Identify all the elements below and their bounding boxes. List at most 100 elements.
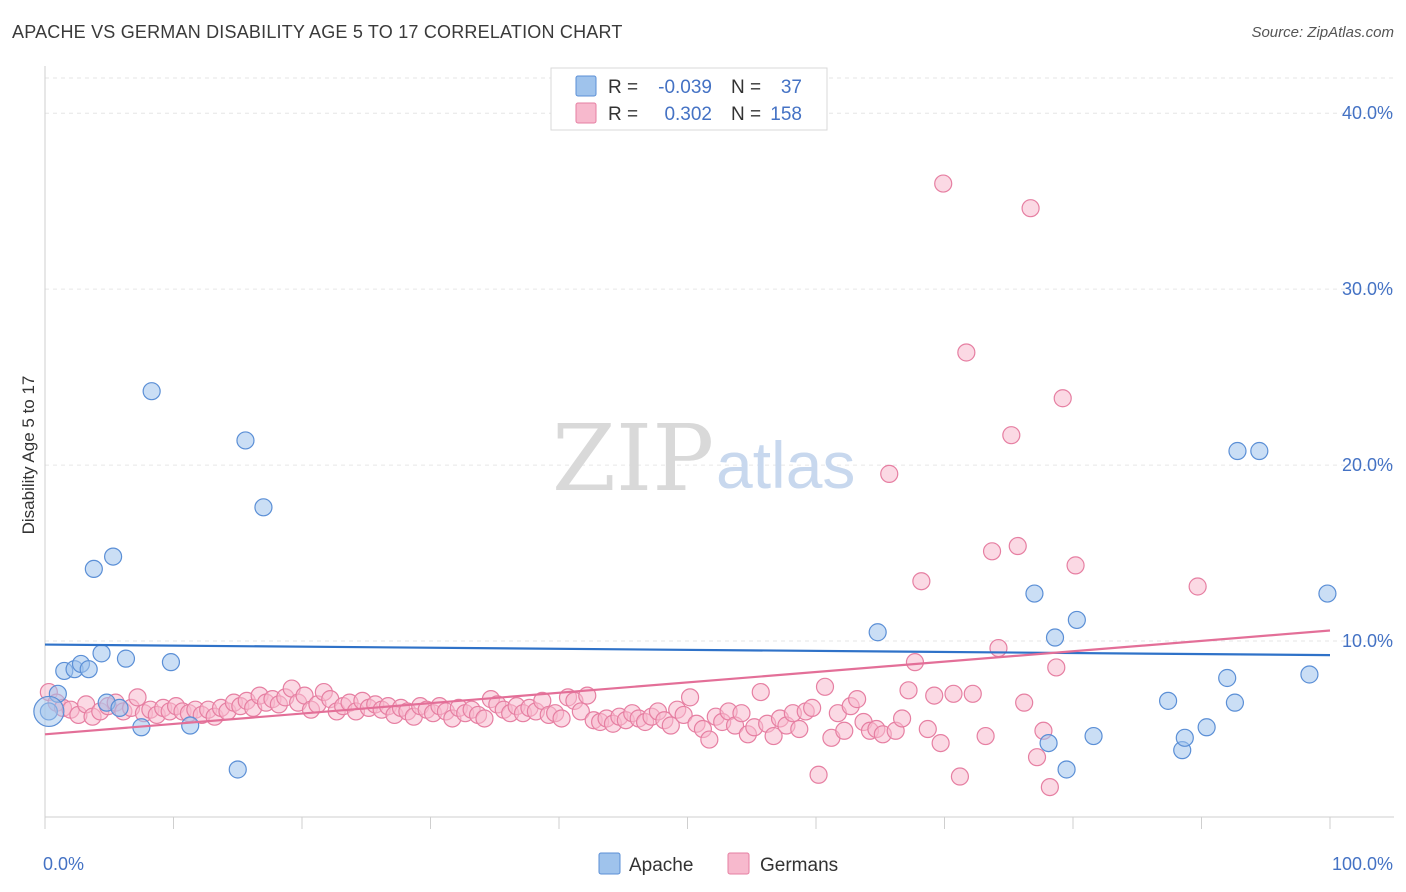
y-tick-label: 20.0% [1342,455,1393,475]
germans-point [1040,777,1059,797]
legend-n-value-apache: 37 [781,77,802,98]
apache-points [33,382,1337,779]
germans-point [732,704,751,723]
germans-point [128,688,147,707]
bottom-legend: Apache Germans [598,852,838,876]
germans-point [989,638,1008,658]
germans-point [552,709,571,728]
germans-point [918,719,937,739]
legend-r-value-germans: 0.302 [664,104,712,125]
apache-point [236,431,255,450]
germans-point [957,343,976,362]
apache-point [142,382,161,401]
germans-point [925,686,944,705]
germans-point [661,716,680,735]
apache-point [1045,628,1065,647]
germans-point [815,677,835,696]
germans-point [809,765,828,784]
legend-r-value-apache: -0.039 [658,77,712,98]
y-tick-label: 40.0% [1342,103,1393,123]
germans-point [571,702,590,721]
apache-point [116,649,136,668]
source-label: Source: ZipAtlas.com [1251,24,1394,41]
apache-point [1039,733,1058,753]
legend-box: R = -0.039 N = 37 R = 0.302 N = 158 [550,67,828,131]
bottom-legend-apache: Apache [629,855,693,876]
grid-lines [45,77,1394,642]
apache-point [868,623,887,642]
x-tick-label: 0.0% [43,854,84,874]
apache-point [1057,760,1076,779]
germans-point [803,698,822,718]
apache-point [1197,718,1216,737]
legend-r-label-germans: R = [608,104,638,125]
apache-point [1318,584,1337,603]
apache-point [110,698,129,718]
germans-point [790,719,809,739]
germans-point [950,767,970,786]
germans-point [1053,389,1072,408]
apache-point [1225,693,1245,712]
germans-point [1002,426,1021,445]
germans-point [848,690,867,709]
germans-point [700,730,719,749]
y-tick-labels: 10.0% 20.0% 30.0% 40.0% [1342,103,1393,651]
germans-point [899,681,918,700]
germans-point [982,542,1002,561]
germans-point [764,726,783,746]
germans-point [934,174,953,193]
watermark-zip: ZIP [552,405,714,512]
germans-point [1066,556,1085,575]
apache-point [84,559,103,579]
apache-point [1218,668,1237,688]
apache-point [228,760,247,779]
germans-point [1027,748,1047,767]
germans-point [1008,536,1027,556]
germans-point [880,464,899,483]
legend-swatch-apache [575,75,597,97]
legend-n-label-apache: N = [731,77,761,98]
germans-point [1015,693,1034,712]
apache-point [181,716,200,735]
apache-point [104,547,123,566]
germans-point [835,721,854,740]
germans-point [1021,199,1040,218]
axes [44,66,1394,829]
apache-point [1300,665,1319,684]
legend-n-label-germans: N = [731,104,761,125]
y-tick-label: 10.0% [1342,631,1393,651]
germans-point [905,653,925,672]
apache-point [92,644,111,663]
legend-swatch-germans [575,102,597,124]
germans-point [1188,577,1207,596]
germans-point [751,682,770,702]
y-axis-label: Disability Age 5 to 17 [19,376,38,535]
apache-point [161,653,181,672]
germans-point [892,709,912,728]
apache-point [33,695,65,728]
germans-point [674,705,693,725]
germans-point [963,684,982,703]
legend-n-value-germans: 158 [770,104,802,125]
x-tick-label: 100.0% [1332,854,1393,874]
apache-point [1228,441,1247,461]
legend-r-label-apache: R = [608,77,638,98]
germans-point [944,684,963,703]
germans-point [475,709,494,728]
germans-point [931,733,950,753]
bottom-legend-swatch-germans [727,852,750,875]
apache-point [1025,584,1044,603]
germans-trend-line [44,629,1331,736]
x-tick-labels: 0.0% 100.0% [43,854,1393,874]
apache-point [1158,691,1178,710]
germans-point [680,688,700,707]
apache-point [1250,441,1269,461]
bottom-legend-swatch-apache [598,852,621,875]
germans-point [976,726,995,746]
apache-point [254,498,273,517]
bottom-legend-germans: Germans [760,855,838,876]
y-tick-label: 30.0% [1342,279,1393,299]
apache-point [1084,726,1103,746]
apache-point [1175,728,1194,747]
apache-point [1067,610,1086,630]
